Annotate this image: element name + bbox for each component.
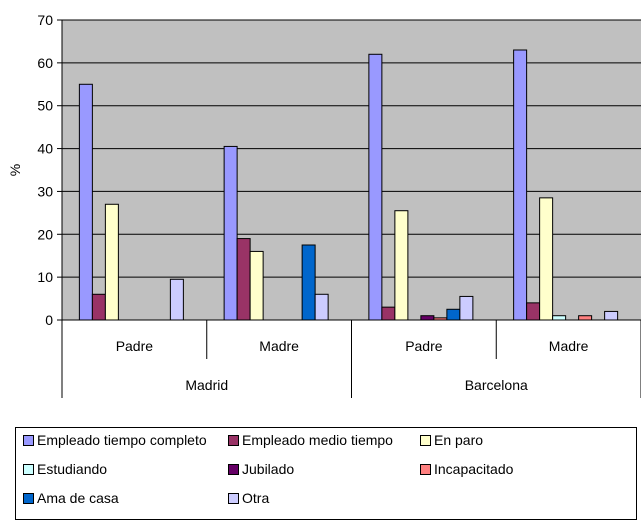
y-tick-label: 40 <box>37 141 53 157</box>
legend-label: Otra <box>242 490 270 506</box>
x-category-axis: Padre Madre Padre Madre Madrid Barcelona <box>61 320 641 398</box>
bar <box>249 250 264 321</box>
legend-swatch <box>23 492 34 504</box>
y-tick-label: 10 <box>37 269 53 285</box>
legend-label: En paro <box>434 432 484 448</box>
bar <box>368 53 383 321</box>
bar <box>446 308 461 321</box>
bar <box>539 197 554 321</box>
legend-swatch <box>23 434 34 446</box>
x-category-label: Madre <box>259 338 299 354</box>
y-tick-label: 30 <box>37 183 53 199</box>
x-group-label: Barcelona <box>465 377 528 393</box>
y-ticks: 0 10 20 30 40 50 60 70 <box>37 12 62 328</box>
bar <box>104 203 119 321</box>
legend-swatch <box>228 463 239 475</box>
x-group-label: Madrid <box>185 377 228 393</box>
x-category-label: Padre <box>116 338 154 354</box>
bar <box>381 306 396 321</box>
bar <box>459 295 474 321</box>
legend-item: Jubilado <box>228 461 294 477</box>
bar <box>91 293 106 321</box>
y-tick-label: 0 <box>45 312 53 328</box>
legend-swatch <box>420 463 431 475</box>
bar <box>604 310 619 321</box>
x-category-label: Padre <box>405 338 443 354</box>
legend-label: Jubilado <box>242 461 295 477</box>
legend-label: Ama de casa <box>37 490 119 506</box>
bar <box>169 278 184 321</box>
bar <box>420 315 435 321</box>
bars <box>78 49 619 321</box>
legend-swatch <box>228 434 239 446</box>
bar <box>394 210 409 321</box>
legend-label: Estudiando <box>37 461 108 477</box>
bar <box>78 83 93 321</box>
bar <box>301 244 316 321</box>
bar <box>314 293 329 321</box>
y-tick-label: 20 <box>37 226 53 242</box>
plot-area <box>62 20 641 320</box>
legend-label: Incapacitado <box>434 461 514 477</box>
bar <box>552 315 567 321</box>
legend-item: Estudiando <box>23 461 107 477</box>
bar <box>526 302 541 321</box>
legend-label: Empleado tiempo completo <box>37 432 207 448</box>
chart-svg: 0 10 20 30 40 50 60 70 Padre Madre Padre Madre Madr… <box>7 12 641 398</box>
y-tick-label: 50 <box>37 98 53 114</box>
legend-swatch <box>228 492 239 504</box>
bar <box>223 145 238 321</box>
bar <box>236 238 251 321</box>
legend-item: Otra <box>228 490 269 506</box>
legend-item: Ama de casa <box>23 490 119 506</box>
legend-swatch <box>420 434 431 446</box>
legend-label: Empleado medio tiempo <box>242 432 393 448</box>
gridlines <box>62 19 641 278</box>
legend-item: Empleado medio tiempo <box>228 432 393 448</box>
x-category-label: Madre <box>549 338 589 354</box>
y-axis-label: % <box>7 164 23 176</box>
legend-item: Incapacitado <box>420 461 513 477</box>
bar <box>578 315 593 321</box>
bar <box>513 49 528 321</box>
legend-item: En paro <box>420 432 483 448</box>
y-tick-label: 70 <box>37 12 53 28</box>
legend-swatch <box>23 463 34 475</box>
legend-item: Empleado tiempo completo <box>23 432 207 448</box>
y-tick-label: 60 <box>37 55 53 71</box>
legend: Empleado tiempo completo Empleado medio t… <box>15 427 637 520</box>
